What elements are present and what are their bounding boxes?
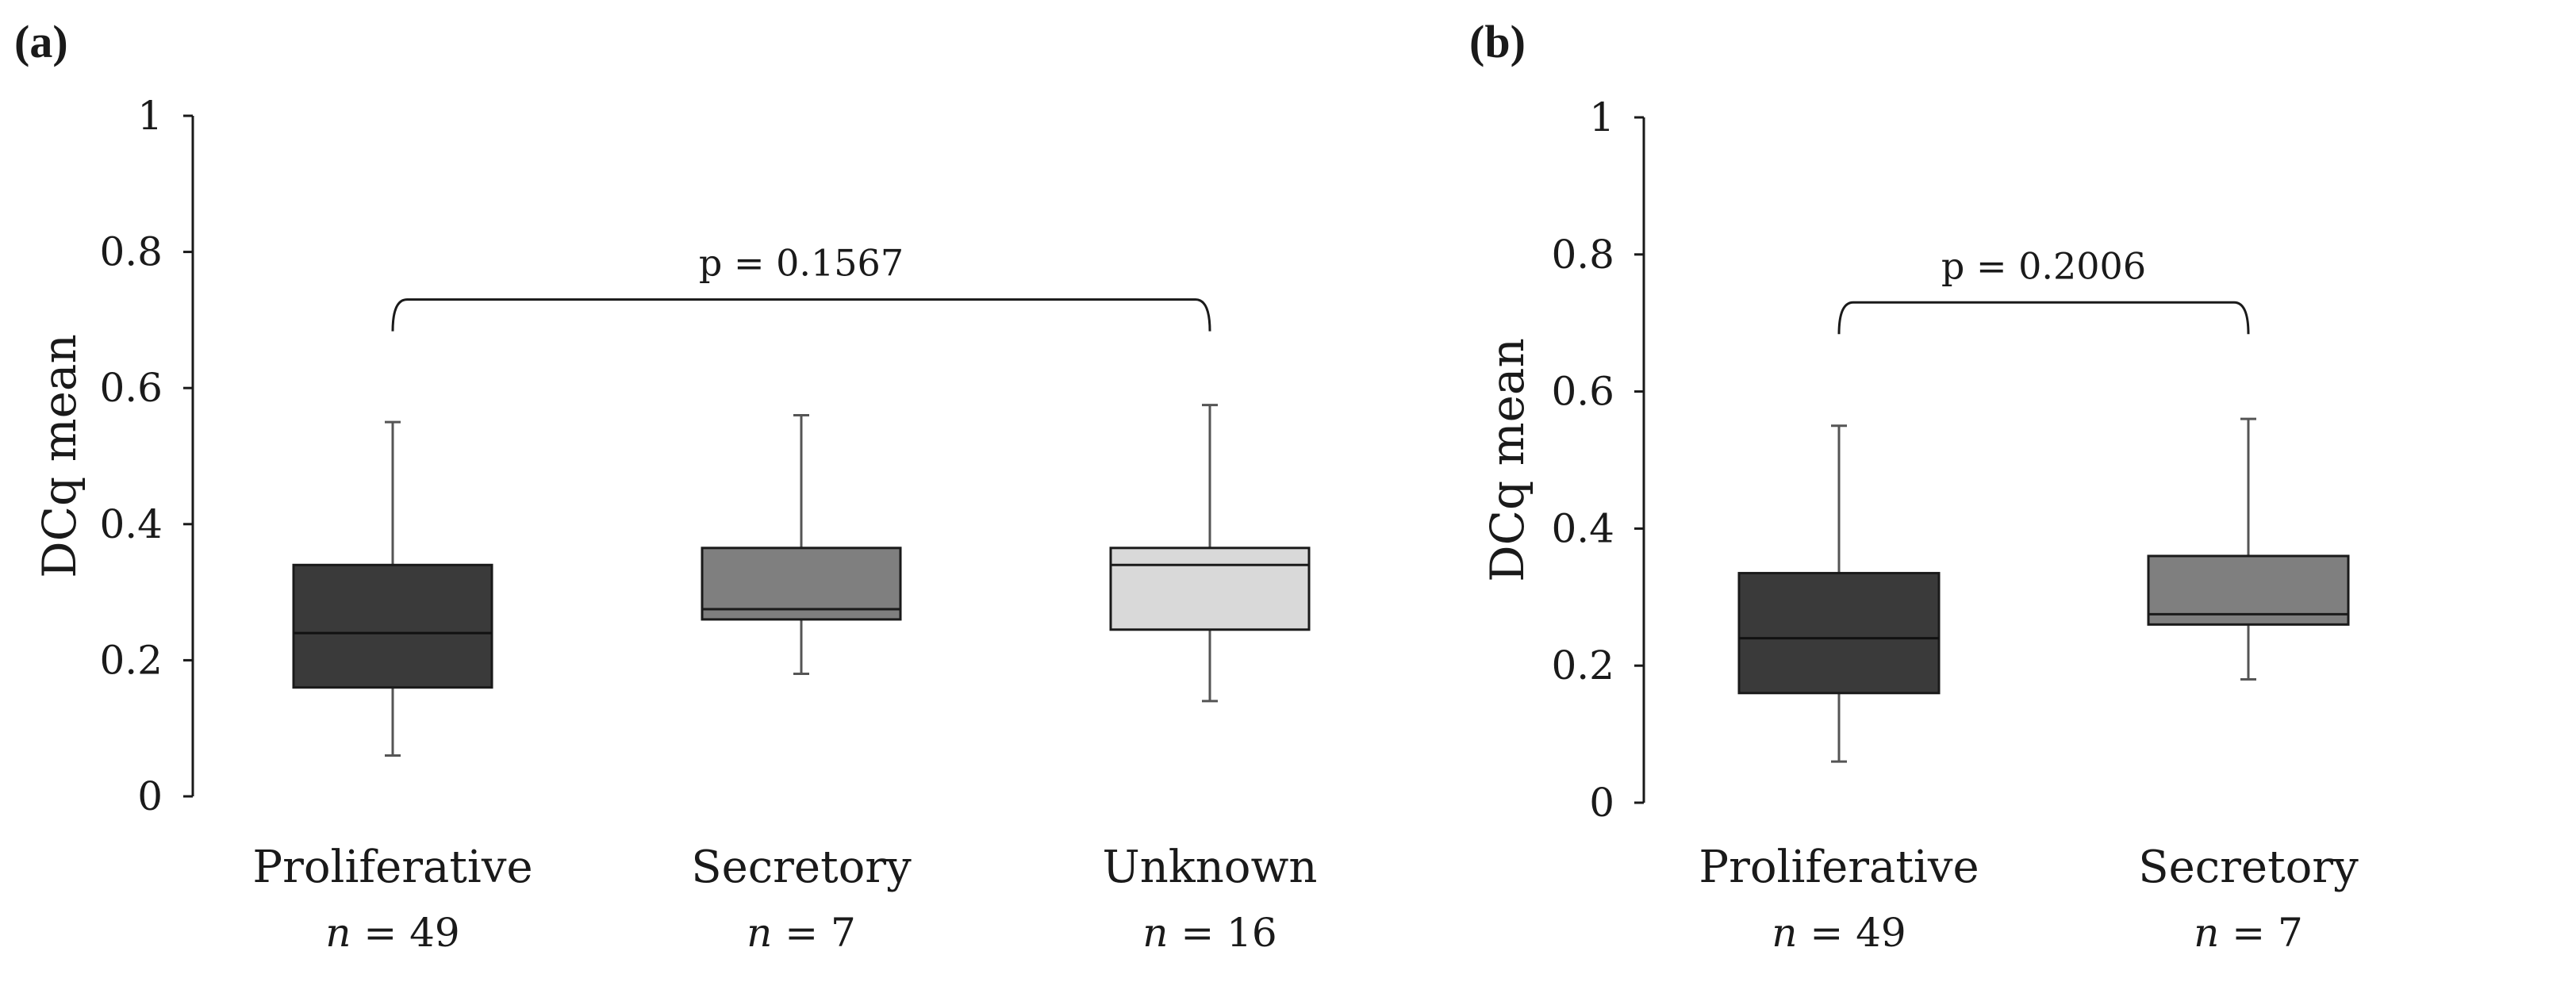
y-tick-label: 0 bbox=[1589, 780, 1614, 826]
p-value-label: p = 0.2006 bbox=[1941, 244, 2146, 287]
y-tick-label: 0.6 bbox=[99, 365, 163, 411]
category-label: Proliferative bbox=[252, 842, 532, 893]
y-tick-label: 0 bbox=[137, 773, 163, 819]
panel-label: (a) bbox=[14, 16, 68, 67]
iqr-box bbox=[701, 547, 902, 621]
y-tick-label: 0.4 bbox=[99, 501, 163, 547]
y-tick-label: 1 bbox=[1589, 94, 1614, 140]
category-label: Secretory bbox=[691, 842, 912, 893]
y-tick-label: 0.8 bbox=[99, 229, 163, 275]
iqr-box bbox=[1737, 572, 1941, 695]
y-axis-title: DCq mean bbox=[1480, 338, 1534, 582]
n-label: n = 7 bbox=[747, 910, 856, 956]
significance-bracket bbox=[391, 298, 1211, 332]
y-tick-label: 0.2 bbox=[99, 637, 163, 683]
iqr-box bbox=[292, 563, 493, 689]
n-label: n = 49 bbox=[1772, 910, 1906, 956]
y-tick-label: 0.2 bbox=[1551, 642, 1614, 688]
panel-label: (b) bbox=[1469, 16, 1526, 67]
category-label: Unknown bbox=[1103, 842, 1318, 893]
box-proliferative bbox=[292, 420, 493, 757]
iqr-box bbox=[1109, 547, 1311, 631]
box-secretory bbox=[701, 414, 902, 676]
chart-panel-a: (a) 0 0.2 0.4 0.6 0.8 1 DCq mean Proliferative n … bbox=[14, 16, 1317, 956]
box-secretory bbox=[2147, 417, 2350, 681]
n-label: n = 7 bbox=[2194, 910, 2303, 956]
y-tick-label: 0.6 bbox=[1551, 369, 1614, 415]
box-proliferative bbox=[1737, 424, 1941, 763]
y-tick-label: 0.8 bbox=[1551, 232, 1614, 278]
y-axis-title: DCq mean bbox=[33, 334, 86, 578]
significance-bracket bbox=[1837, 301, 2250, 335]
n-label: n = 16 bbox=[1142, 910, 1277, 956]
y-tick-label: 1 bbox=[137, 93, 163, 139]
category-label: Secretory bbox=[2138, 842, 2359, 893]
category-label: Proliferative bbox=[1699, 842, 1979, 893]
y-tick-label: 0.4 bbox=[1551, 505, 1614, 551]
p-value-label: p = 0.1567 bbox=[699, 242, 904, 285]
n-label: n = 49 bbox=[325, 910, 460, 956]
chart-panel-b: (b) 0 0.2 0.4 0.6 0.8 1 DCq mean Proliferative n … bbox=[1469, 16, 2359, 956]
box-unknown bbox=[1109, 404, 1311, 703]
